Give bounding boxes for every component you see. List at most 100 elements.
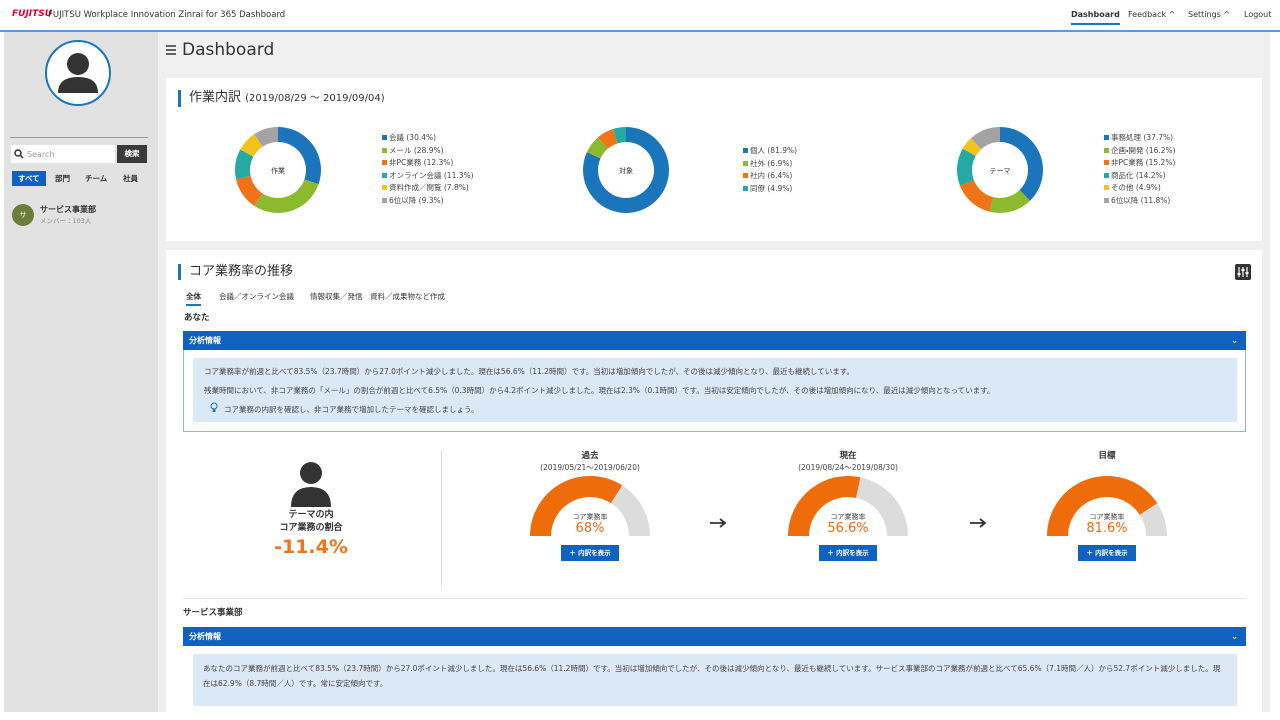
legend-swatch xyxy=(1104,135,1109,140)
core-tab[interactable]: 全体 xyxy=(186,291,201,306)
donut-segment xyxy=(278,127,321,185)
donut-segment xyxy=(254,127,278,147)
stat-caption: テーマの内 コア業務の割合 xyxy=(240,509,382,535)
legend-label: 社外 (6.9%) xyxy=(750,158,793,168)
divider xyxy=(441,450,442,586)
donut-segment xyxy=(1000,127,1043,201)
panel-title: 分析情報 xyxy=(189,632,221,641)
donut-segment xyxy=(959,180,994,212)
gauge-label: コア業務率 xyxy=(830,513,866,521)
search-input[interactable] xyxy=(11,145,115,163)
legend-label: 非PC業務 (12.3%) xyxy=(389,158,454,167)
donut-center: 作業 xyxy=(271,166,285,175)
button[interactable]: ＋ 内訳を表示 xyxy=(1078,545,1136,561)
gauge-period: (2019/05/21～2019/06/20) xyxy=(540,463,640,472)
legend-label: 資料作成／閲覧 (7.8%) xyxy=(389,183,469,192)
legend-swatch xyxy=(1104,185,1109,190)
arrow xyxy=(970,518,987,528)
gauge-value xyxy=(1047,476,1158,536)
gauge-label: コア業務率 xyxy=(1089,513,1125,521)
dept-label: サービス事業部 xyxy=(183,608,243,618)
donut-segment xyxy=(586,137,608,159)
donut-segment xyxy=(235,175,263,206)
legend-swatch xyxy=(743,185,748,191)
button[interactable]: ＋ 内訳を表示 xyxy=(561,545,619,561)
hint: コア業務の内訳を確認し、非コア業務で増加したテーマを確認しましょう。 xyxy=(224,405,479,414)
panel-header[interactable]: 分析情報 ⌄ xyxy=(183,331,1246,350)
legend-label: 会議 (30.4%) xyxy=(389,133,437,142)
core-tab[interactable]: 会議／オンライン会議 xyxy=(219,292,294,301)
core-tab[interactable]: 情報収集／発信 xyxy=(310,292,363,301)
section-title: 作業内訳 (2019/08/29 ～ 2019/09/04) xyxy=(178,90,385,107)
gauge xyxy=(1047,476,1167,536)
sidebar-tab[interactable]: すべて xyxy=(12,171,46,186)
donut-segment xyxy=(597,129,618,149)
sidebar-tab[interactable]: 社員 xyxy=(123,174,138,183)
legend-swatch xyxy=(382,147,387,153)
search-button[interactable]: 検索 xyxy=(117,145,147,163)
legend-label: 個人 (81.9%) xyxy=(750,146,798,155)
org-members: メンバー：103人 xyxy=(40,217,92,225)
gauge-label: コア業務率 xyxy=(572,513,608,521)
gauge xyxy=(530,476,650,536)
chevron: ⌄ xyxy=(1231,632,1238,641)
button[interactable]: ＋ 内訳を表示 xyxy=(819,545,877,561)
org-name[interactable]: サービス事業部 xyxy=(40,205,96,214)
legend-swatch xyxy=(1104,160,1109,165)
legend-label: 非PC業務 (15.2%) xyxy=(1111,158,1176,167)
panel-header[interactable]: 分析情報 ⌄ xyxy=(183,627,1246,646)
legend-swatch xyxy=(1104,172,1109,178)
analysis-line: 残業時間において、非コア業務の「メール」の割合が前週と比べて6.5%（0.3時間… xyxy=(204,386,995,395)
gauge-value-label: 56.6% xyxy=(827,521,869,536)
legend-label: 6位以降 (11.8%) xyxy=(1111,195,1171,205)
donut-chart: テーマ xyxy=(957,127,1043,213)
sidebar-tab[interactable]: 部門 xyxy=(55,174,70,183)
arrow xyxy=(710,518,727,528)
dept-text: あなたのコア業務が前週と比べて83.5%（23.7時間）から27.0ポイント減少… xyxy=(193,654,1237,706)
legend-label: 6位以降 (9.3%) xyxy=(389,195,444,205)
donut-chart: 対象 xyxy=(583,127,669,213)
menu-icon[interactable] xyxy=(165,44,177,56)
legend-swatch xyxy=(382,160,387,165)
app-title: FUJITSU Workplace Innovation Zinrai for … xyxy=(48,10,286,20)
nav-item[interactable]: Dashboard xyxy=(1071,10,1120,25)
gauge xyxy=(788,476,908,536)
donut-segment xyxy=(583,127,669,213)
legend-label: 同僚 (4.9%) xyxy=(750,183,793,193)
analysis-line: コア業務率が前週と比べて83.5%（23.7時間）から27.0ポイント減少しまし… xyxy=(204,367,855,376)
stat-line: テーマの内 xyxy=(288,510,334,520)
gauge-value-label: 81.6% xyxy=(1086,521,1128,536)
gauge-title: 現在 xyxy=(839,451,857,461)
nav-item[interactable]: Feedback ^ xyxy=(1128,10,1176,19)
legend-swatch xyxy=(382,172,387,178)
panel-title: 分析情報 xyxy=(189,336,221,345)
legend-swatch xyxy=(382,185,387,190)
user-avatar xyxy=(45,40,111,106)
breakdown-card xyxy=(166,78,1262,241)
sidebar-tab[interactable]: チーム xyxy=(85,174,108,183)
donut-segment xyxy=(989,190,1031,213)
nav-item[interactable]: Settings ^ xyxy=(1188,10,1231,19)
legend-label: 企画・開発 (16.2%) xyxy=(1111,145,1176,155)
gauge-title: 過去 xyxy=(581,451,599,461)
core-tab[interactable]: 資料／成果物など作成 xyxy=(370,292,445,301)
legend-swatch xyxy=(743,173,748,178)
nav-item[interactable]: Logout xyxy=(1244,10,1272,19)
analysis-box xyxy=(193,358,1237,422)
donut-center: 対象 xyxy=(619,166,633,175)
donut-segment xyxy=(240,134,263,157)
section-title: コア業務率の推移 xyxy=(178,264,293,280)
you-label: あなた xyxy=(184,313,210,323)
settings-icon[interactable] xyxy=(1235,264,1251,280)
logo: FUJITSU xyxy=(12,9,53,19)
donut-segment xyxy=(235,149,254,180)
legend-swatch xyxy=(382,197,387,203)
period: (2019/08/29 ～ 2019/09/04) xyxy=(245,93,385,104)
person-icon xyxy=(291,462,331,507)
org-avatar: サ xyxy=(12,204,34,226)
donut-segment xyxy=(612,127,626,144)
legend-swatch xyxy=(743,148,748,153)
legend-label: オンライン会議 (11.3%) xyxy=(389,170,474,180)
divider xyxy=(183,598,1246,599)
